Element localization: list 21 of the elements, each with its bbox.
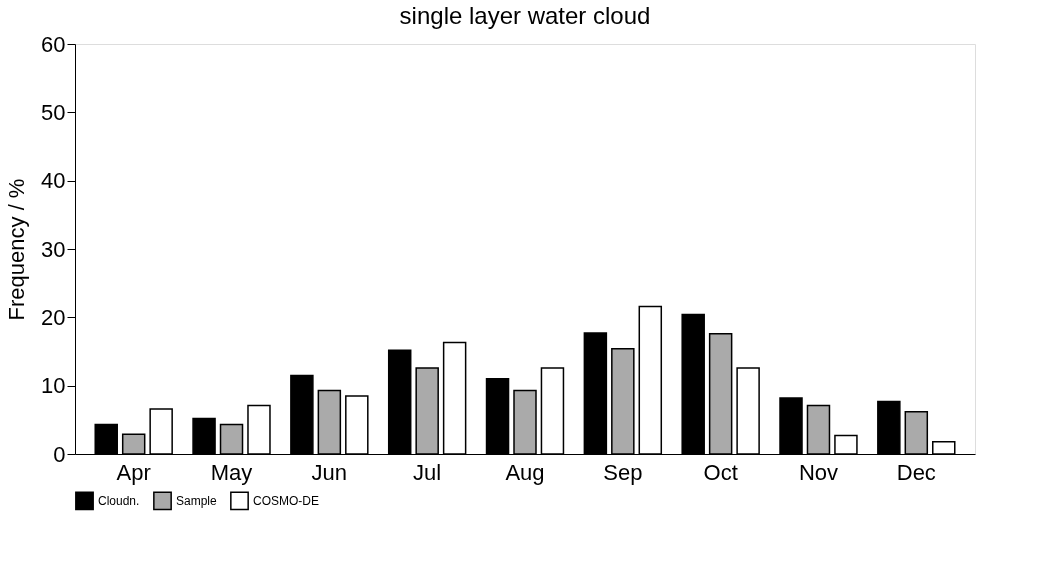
x-tick-label: May [210, 459, 253, 485]
legend-label: Cloudn. [98, 493, 140, 508]
chart-title: single layer water cloud [399, 2, 651, 29]
y-tick-label: 10 [41, 373, 66, 399]
legend-label: COSMO-DE [253, 493, 319, 508]
y-tick-label: 40 [41, 168, 66, 194]
y-tick-label: 60 [41, 31, 66, 57]
y-axis-title: Frequency / % [4, 178, 30, 321]
y-tick-label: 50 [41, 99, 66, 125]
legend-label: Sample [176, 493, 218, 508]
x-tick-label: Dec [896, 459, 936, 485]
y-tick-label: 20 [41, 304, 66, 330]
y-tick-label: 0 [53, 441, 66, 467]
x-tick-label: Sep [603, 459, 643, 485]
y-tick-label: 30 [41, 236, 66, 262]
x-tick-label: Jun [311, 459, 348, 485]
x-tick-label: Oct [703, 459, 738, 485]
x-tick-label: Aug [505, 459, 545, 485]
x-tick-label: Apr [116, 459, 151, 485]
x-tick-label: Nov [798, 459, 839, 485]
x-tick-label: Jul [413, 459, 442, 485]
